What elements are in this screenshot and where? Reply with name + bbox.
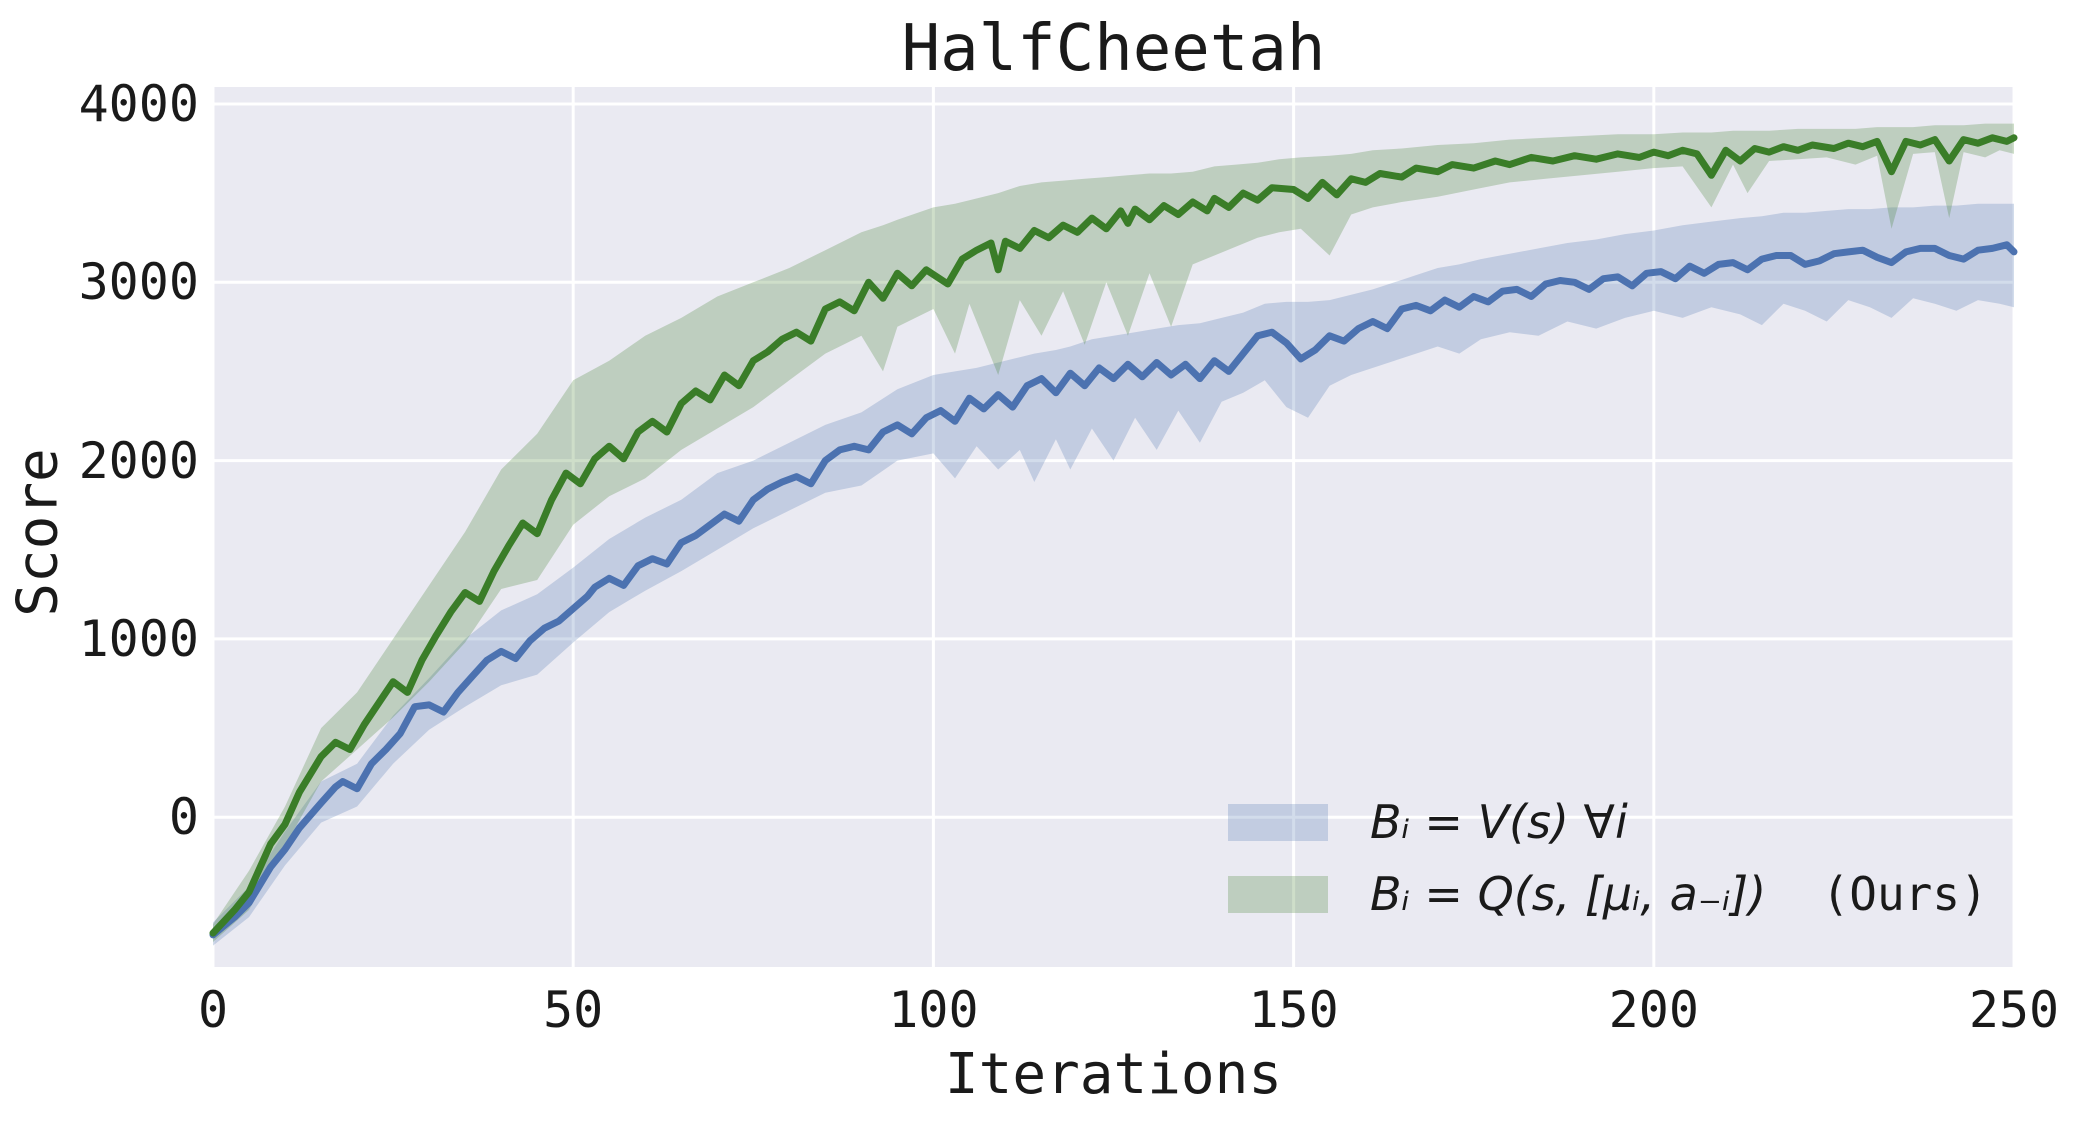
legend-label-suffix: (Ours) bbox=[1766, 867, 1988, 921]
series-1-line bbox=[209, 134, 2018, 937]
series-0-confidence-band bbox=[213, 203, 2014, 946]
gridlines bbox=[211, 87, 2016, 967]
axes-background bbox=[213, 87, 2014, 967]
legend-swatch bbox=[1228, 803, 1328, 841]
x-tick-label: 150 bbox=[1248, 981, 1339, 1039]
series-1-confidence-band bbox=[213, 123, 2014, 943]
legend-item: Bᵢ = Q(s, [μᵢ, a₋ᵢ]) (Ours) bbox=[1228, 858, 1988, 930]
y-tick-label: 1000 bbox=[78, 609, 199, 668]
x-tick-label: 250 bbox=[1968, 981, 2060, 1039]
y-tick-label: 3000 bbox=[78, 253, 199, 312]
y-tick-label: 0 bbox=[168, 788, 199, 847]
x-tick-label: 0 bbox=[197, 981, 229, 1039]
legend-label: Bᵢ = Q(s, [μᵢ, a₋ᵢ]) (Ours) bbox=[1370, 867, 1988, 921]
legend-label: Bᵢ = V(s) ∀i bbox=[1370, 795, 1628, 849]
chart-title: HalfCheetah bbox=[901, 12, 1326, 86]
legend-swatch bbox=[1228, 875, 1328, 913]
x-axis-label: Iterations bbox=[944, 1042, 1283, 1107]
legend: Bᵢ = V(s) ∀i Bᵢ = Q(s, [μᵢ, a₋ᵢ]) (Ours) bbox=[1228, 786, 1988, 930]
x-tick-label: 100 bbox=[888, 981, 979, 1039]
x-tick-label: 200 bbox=[1608, 981, 1699, 1039]
series-0-line bbox=[209, 241, 2018, 939]
y-tick-label: 2000 bbox=[78, 431, 199, 490]
legend-item: Bᵢ = V(s) ∀i bbox=[1228, 786, 1988, 858]
y-tick-label: 4000 bbox=[78, 74, 199, 133]
x-tick-label: 50 bbox=[543, 981, 604, 1039]
y-axis-label: Score bbox=[5, 448, 71, 617]
